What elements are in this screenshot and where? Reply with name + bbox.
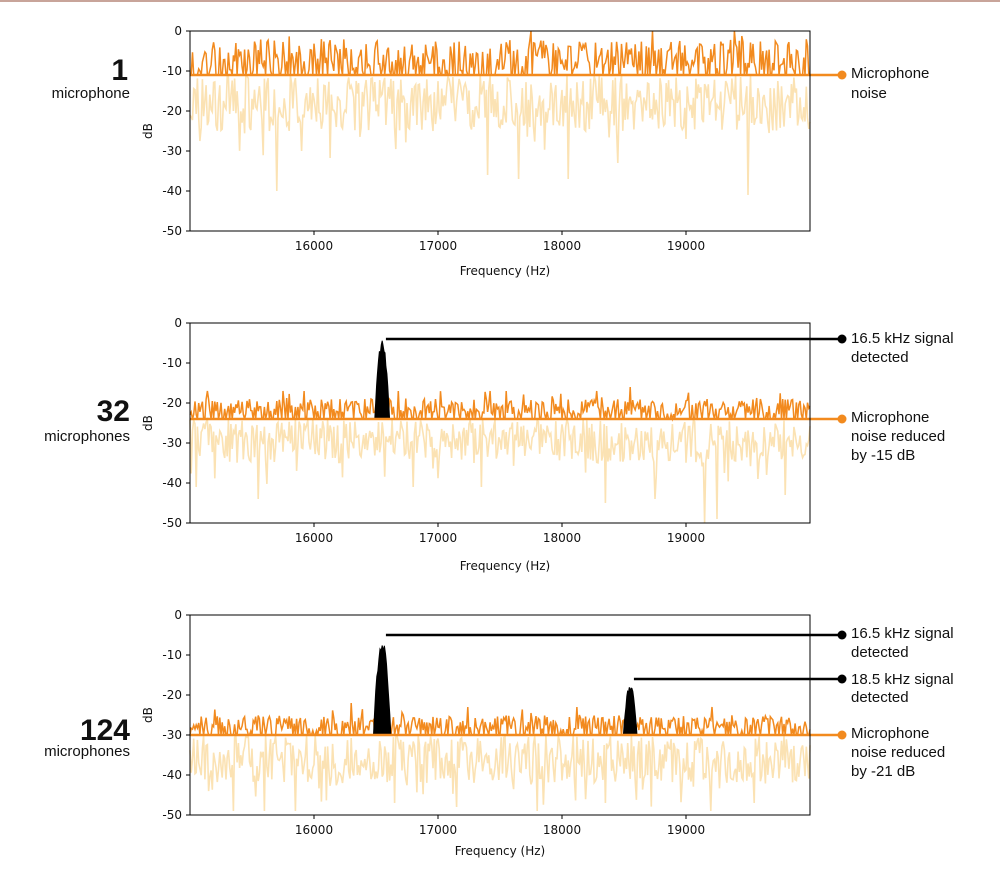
y-tick-label: -20 [162,688,182,702]
noise-annotation-label-1-line1: Microphone [851,65,929,82]
x-tick-label: 19000 [667,823,705,837]
signal-annotation-label-2a-line1: 16.5 kHz signal [851,330,954,347]
raw-noise-trace [189,732,811,812]
x-tick-label: 18000 [543,239,581,253]
signal-annotation-label-3a-line1: 16.5 kHz signal [851,625,954,642]
plot-frame [189,30,811,232]
signal-peak-1 [372,645,392,736]
x-tick-label: 18000 [543,823,581,837]
signal-annotation-label-3a-line2: detected [851,644,909,661]
y-axis-label-1: dB [141,123,155,139]
mic-count-2: 32 [97,395,130,428]
panel-2: 32 microphones Frequency (Hz) dB 16.5 kH… [44,316,953,573]
noise-annotation-label-3-line1: Microphone [851,725,929,742]
noise-peaks-trace [189,702,811,736]
y-tick-label: -40 [162,768,182,782]
x-tick-label: 17000 [419,239,457,253]
y-tick-label: -30 [162,144,182,158]
noise-peaks-trace [190,30,810,76]
x-tick-label: 19000 [667,239,705,253]
top-divider [0,0,1000,2]
panel-3: 124 microphones Frequency (Hz) dB 16.5 k… [44,608,953,858]
x-axis-label-1: Frequency (Hz) [460,264,551,278]
noise-annotation-label-2-line3: by -15 dB [851,447,915,464]
y-tick-label: 0 [174,24,182,38]
raw-noise-trace [189,416,811,524]
y-tick-label: -10 [162,64,182,78]
y-tick-label: -50 [162,224,182,238]
noise-annotation-label-2-line2: noise reduced [851,428,945,445]
y-tick-label: -50 [162,516,182,530]
y-axis-label-3: dB [141,707,155,723]
annotation-dot-2 [837,674,847,684]
y-tick-label: -50 [162,808,182,822]
signal-annotation-label-2a-line2: detected [851,349,909,366]
x-axis-label-2: Frequency (Hz) [460,559,551,573]
x-tick-label: 17000 [419,823,457,837]
x-tick-label: 16000 [295,823,333,837]
x-tick-label: 19000 [667,531,705,545]
x-tick-label: 16000 [295,239,333,253]
noise-annotation-label-3-line3: by -21 dB [851,763,915,780]
y-tick-label: -20 [162,104,182,118]
y-axis-label-2: dB [141,415,155,431]
y-tick-label: -40 [162,476,182,490]
mic-count-1: 1 [111,54,128,87]
panel-1: 1 microphone Frequency (Hz) dB Microphon… [52,24,930,278]
signal-peak-1 [374,340,391,420]
mic-unit-3: microphones [44,743,130,760]
annotation-dot-1 [837,70,847,80]
x-axis-label-3: Frequency (Hz) [455,844,546,858]
y-tick-label: 0 [174,316,182,330]
annotation-dot-1 [837,334,847,344]
y-tick-label: -30 [162,436,182,450]
annotation-dot-2 [837,414,847,424]
noise-annotation-label-1-line2: noise [851,85,887,102]
y-tick-label: -10 [162,648,182,662]
raw-noise-trace [189,74,811,196]
plot-frame [189,322,811,524]
x-tick-label: 18000 [543,531,581,545]
noise-annotation-label-3-line2: noise reduced [851,744,945,761]
y-tick-label: -20 [162,396,182,410]
mic-count-3: 124 [80,714,130,747]
y-tick-label: -40 [162,184,182,198]
annotation-dot-1 [837,630,847,640]
signal-annotation-label-3b-line2: detected [851,689,909,706]
plot-frame [189,614,811,816]
x-tick-label: 17000 [419,531,457,545]
mic-unit-1: microphone [52,85,130,102]
noise-peaks-trace [189,386,811,422]
noise-annotation-label-2-line1: Microphone [851,409,929,426]
x-tick-label: 16000 [295,531,333,545]
annotation-dot-3 [837,730,847,740]
y-tick-label: -30 [162,728,182,742]
y-tick-label: -10 [162,356,182,370]
mic-unit-2: microphones [44,428,130,445]
signal-peak-2 [622,687,638,736]
y-tick-label: 0 [174,608,182,622]
signal-annotation-label-3b-line1: 18.5 kHz signal [851,671,954,688]
